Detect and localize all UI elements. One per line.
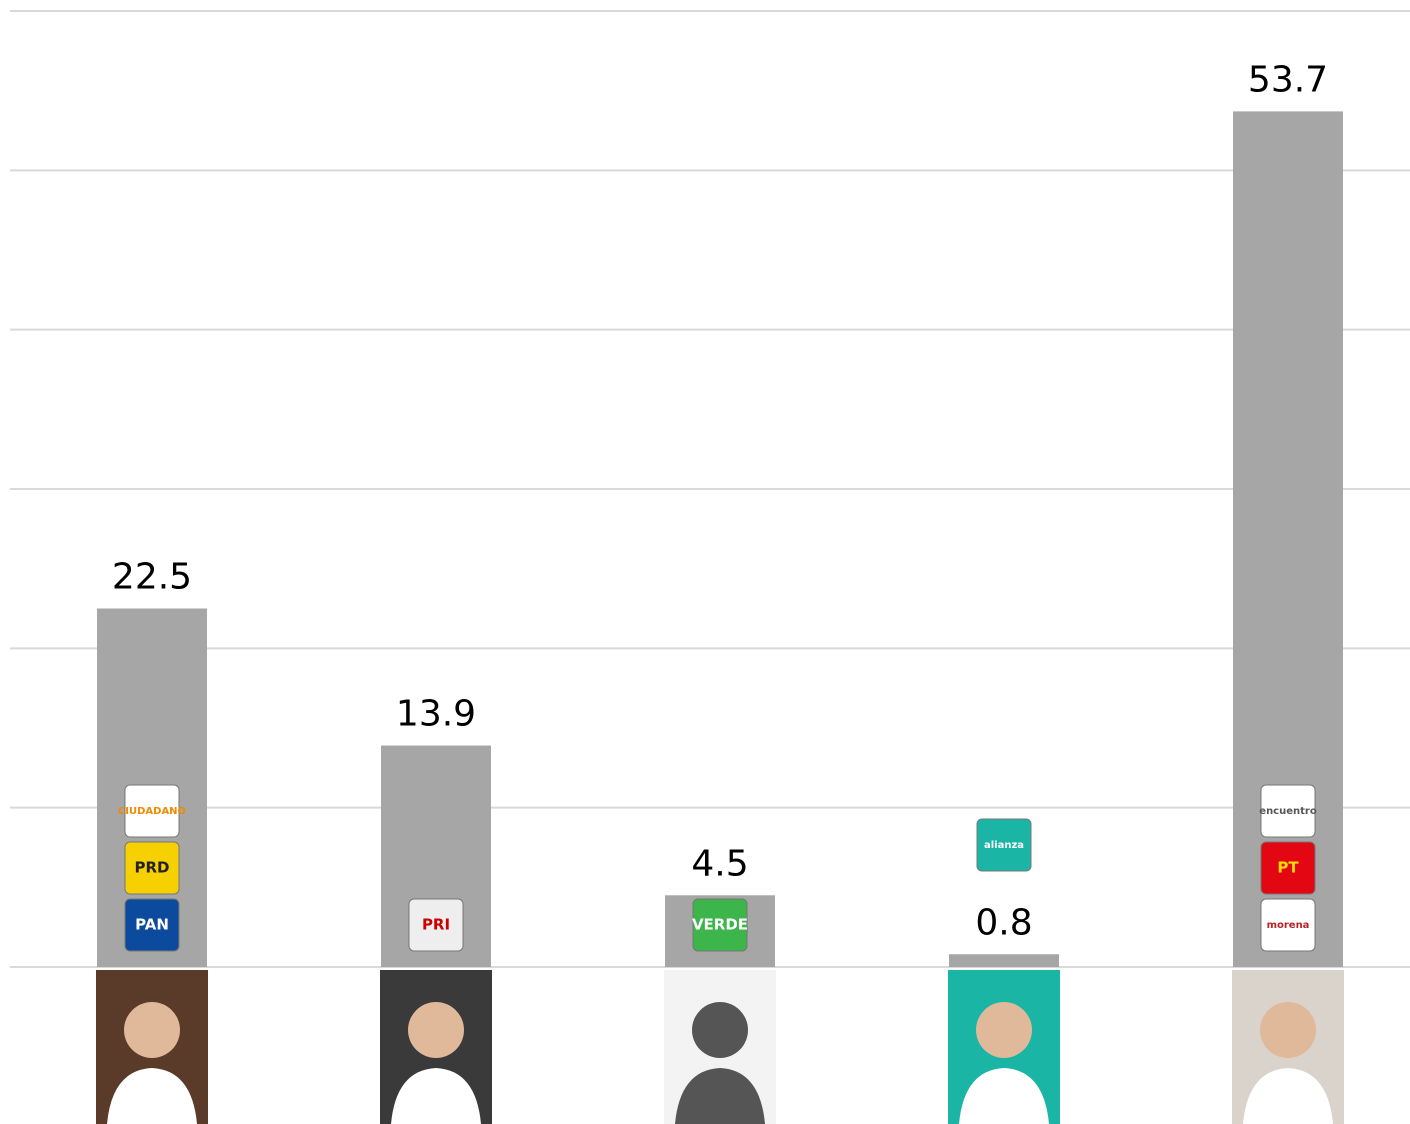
photo-body: [675, 1068, 765, 1124]
party-logo-text: encuentro: [1259, 806, 1317, 817]
party-logo-text: PRI: [422, 916, 450, 934]
party-logo: [1260, 784, 1316, 838]
candidate-photo: [380, 970, 492, 1124]
photo-body: [959, 1068, 1049, 1124]
bar: [949, 954, 1059, 967]
photo-body: [391, 1068, 481, 1124]
party-logo-text: VERDE: [692, 916, 748, 934]
party-logo: [408, 898, 464, 952]
party-logo: [692, 898, 748, 952]
photo-head: [692, 1002, 748, 1058]
value-label: 53.7: [1248, 59, 1328, 100]
photo-body: [1243, 1068, 1333, 1124]
candidate-photo: [948, 970, 1060, 1124]
bar: [1233, 111, 1343, 967]
value-label: 0.8: [975, 902, 1032, 943]
party-logo-text: PT: [1277, 859, 1299, 877]
photo-head: [1260, 1002, 1316, 1058]
value-label: 13.9: [396, 694, 476, 735]
candidate-photo: [1232, 970, 1344, 1124]
party-logo-text: alianza: [984, 840, 1024, 851]
party-logo: [124, 898, 180, 952]
party-logo-text: morena: [1267, 920, 1310, 931]
candidate-photo: [664, 970, 776, 1124]
value-label: 22.5: [112, 557, 192, 598]
party-logo: [1260, 841, 1316, 895]
party-logo: [124, 784, 180, 838]
photo-head: [124, 1002, 180, 1058]
photo-body: [107, 1068, 197, 1124]
party-logo: [976, 818, 1032, 872]
party-logo-text: PAN: [135, 916, 169, 934]
party-logo-text: CIUDADANO: [118, 806, 186, 817]
photo-head: [976, 1002, 1032, 1058]
party-logo: [124, 841, 180, 895]
candidate-photo: [96, 970, 208, 1124]
value-label: 4.5: [691, 843, 748, 884]
photo-head: [408, 1002, 464, 1058]
party-logo-text: PRD: [135, 859, 170, 877]
party-logo: [1260, 898, 1316, 952]
